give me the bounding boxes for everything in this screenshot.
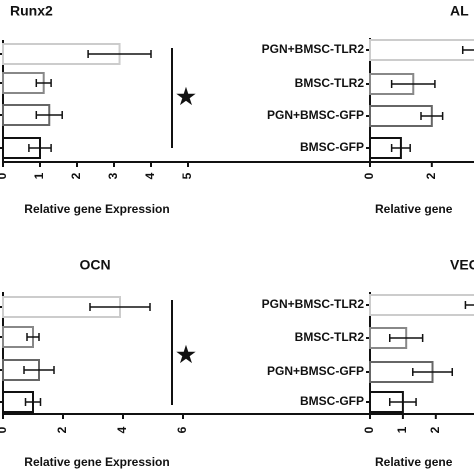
x-tick-label: 0 bbox=[362, 172, 376, 179]
category-label: PGN+BMSC-TLR2 bbox=[262, 42, 365, 56]
x-tick-label: 1 bbox=[395, 426, 409, 433]
category-label: BMSC-GFP bbox=[300, 394, 364, 408]
panel-title: Runx2 bbox=[10, 3, 53, 19]
x-tick-label: 2 bbox=[424, 172, 438, 179]
bar bbox=[369, 39, 474, 61]
x-tick-label: 0 bbox=[362, 426, 376, 433]
x-tick-label: 4 bbox=[115, 426, 129, 433]
category-label: PGN+BMSC-TLR2 bbox=[262, 297, 365, 311]
x-axis-label: Relative gene bbox=[375, 455, 453, 469]
category-label: PGN+BMSC-GFP bbox=[267, 364, 364, 378]
x-tick-label: 3 bbox=[106, 172, 120, 179]
error-bar bbox=[464, 301, 474, 309]
x-tick-label: 1 bbox=[32, 172, 46, 179]
error-bar bbox=[412, 368, 454, 376]
x-axis-label: Relative gene Expression bbox=[24, 455, 169, 469]
error-bar bbox=[24, 398, 42, 406]
category-label: BMSC-GFP bbox=[300, 140, 364, 154]
bar bbox=[369, 294, 474, 316]
x-tick-label: 4 bbox=[143, 172, 157, 179]
error-bar bbox=[35, 111, 63, 119]
error-bar bbox=[23, 366, 55, 374]
error-bar bbox=[390, 144, 411, 152]
error-bar bbox=[388, 398, 417, 406]
error-bar bbox=[35, 79, 52, 87]
panel-title: VEG bbox=[450, 257, 474, 273]
x-tick-label: 2 bbox=[69, 172, 83, 179]
x-tick-label: 6 bbox=[175, 426, 189, 433]
significance-star: ★ bbox=[176, 84, 196, 109]
error-bar bbox=[461, 46, 474, 54]
error-bar bbox=[26, 333, 40, 341]
x-axis-label: Relative gene bbox=[375, 202, 453, 216]
category-label: PGN+BMSC-GFP bbox=[267, 108, 364, 122]
panel-title: OCN bbox=[79, 257, 110, 273]
x-tick-label: 0 bbox=[0, 426, 9, 433]
error-bar bbox=[28, 144, 52, 152]
x-axis-label: Relative gene Expression bbox=[24, 202, 169, 216]
x-tick-label: 2 bbox=[55, 426, 69, 433]
category-label: BMSC-TLR2 bbox=[295, 330, 365, 344]
error-bar bbox=[390, 80, 436, 88]
category-label: BMSC-TLR2 bbox=[295, 76, 365, 90]
error-bar bbox=[87, 50, 152, 58]
x-tick-label: 5 bbox=[180, 172, 194, 179]
significance-star: ★ bbox=[176, 342, 196, 367]
x-tick-label: 2 bbox=[428, 426, 442, 433]
x-tick-label: 0 bbox=[0, 172, 9, 179]
error-bar bbox=[89, 303, 151, 311]
error-bar bbox=[388, 334, 424, 342]
panel-title: AL bbox=[450, 3, 469, 19]
error-bar bbox=[420, 112, 444, 120]
